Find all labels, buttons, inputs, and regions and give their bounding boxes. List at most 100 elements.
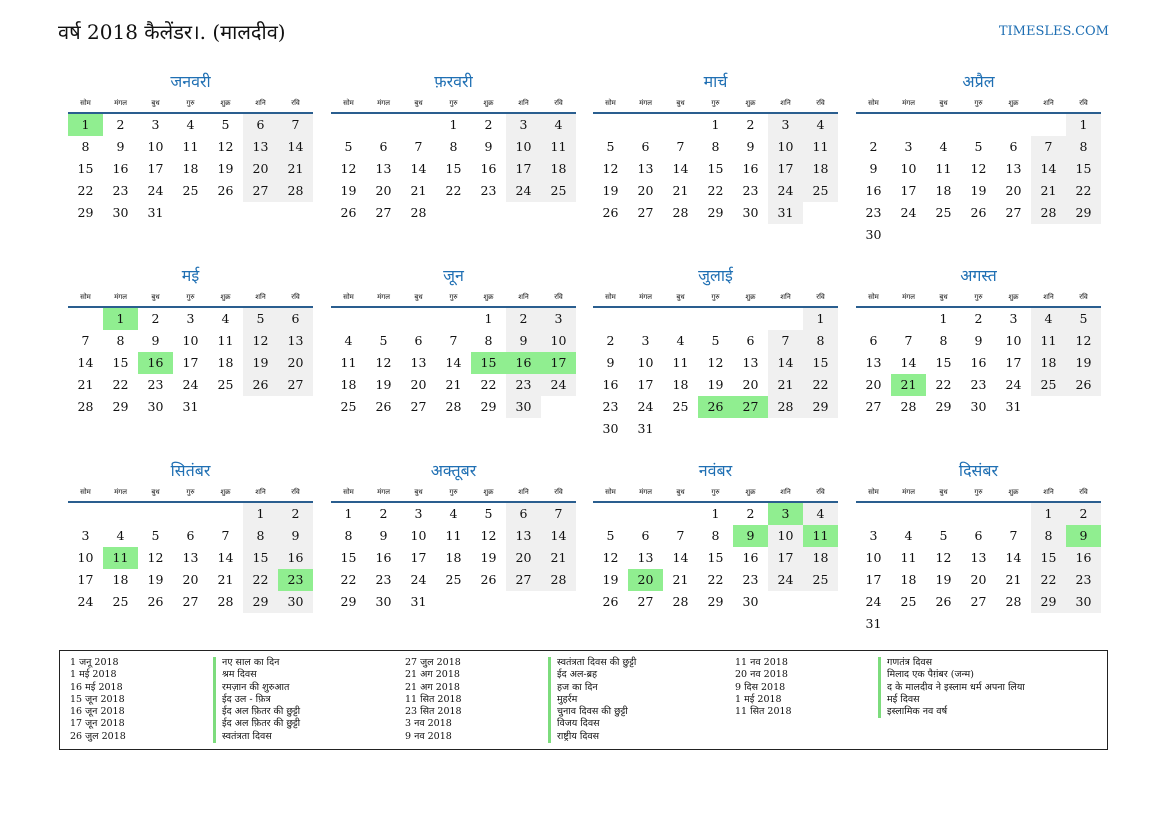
- day-cell: 25: [803, 569, 838, 591]
- day-cell: 22: [445, 183, 462, 198]
- days-grid: 1 2 3 4 5 6 7 8 9 10 11 12 13 14 15 16 17 18 19 20 21 22 23 24 2…: [856, 308, 1101, 418]
- month-name: अक्तूबर: [430, 461, 477, 480]
- day-cell: 26: [970, 205, 987, 220]
- weekday-label: बुध: [414, 293, 423, 301]
- day-cell: 31: [410, 594, 427, 609]
- day-cell: 5: [606, 528, 615, 543]
- day-cell: 3: [81, 528, 90, 543]
- weekday-label: शुक्र: [1008, 293, 1019, 301]
- day-cell: 21: [77, 377, 94, 392]
- day-cell: 16: [278, 547, 313, 569]
- empty-cell: [103, 503, 138, 525]
- day-cell: 8: [81, 139, 90, 154]
- day-cell: 12: [480, 528, 497, 543]
- weekday-label: गुरु: [449, 99, 458, 107]
- weekday-label: रवि: [1079, 488, 1088, 496]
- day-cell: 6: [278, 308, 313, 330]
- day-cell: 18: [803, 547, 838, 569]
- holiday-day-cell: 15: [471, 352, 506, 374]
- month-block: सितंबर सोम मंगल बुध गुरु शुक्र शनि रवि 1 2 3 4 5 6 7 8 9…: [68, 459, 313, 613]
- day-cell: 15: [445, 161, 462, 176]
- day-cell: 7: [676, 528, 685, 543]
- holiday-names-column: गणतंत्र दिवस मिलाद एक पैग़ंबर (जन्म) द के …: [878, 657, 1025, 719]
- holiday-name: इस्लामिक नव वर्ष: [887, 706, 948, 718]
- weekday-header: सोम मंगल बुध गुरु शुक्र शनि रवि: [856, 483, 1101, 503]
- weekday-label: सोम: [605, 488, 616, 496]
- holiday-name: स्वतंत्रता दिवस की छुट्टी: [557, 657, 637, 668]
- day-cell: 25: [803, 180, 838, 202]
- holiday-name: मुहर्रम: [557, 693, 578, 705]
- day-cell: 21: [1005, 572, 1022, 587]
- day-cell: 8: [711, 528, 720, 543]
- day-cell: 9: [151, 333, 160, 348]
- month-block: जून सोम मंगल बुध गुरु शुक्र शनि रवि 1 2 3 4 5 6 7 8 9 10 1…: [331, 264, 576, 418]
- day-cell: 9: [746, 139, 755, 154]
- empty-cell: [436, 308, 471, 330]
- day-cell: 28: [541, 569, 576, 591]
- site-link[interactable]: TIMESLES.COM: [998, 24, 1109, 39]
- day-cell: 8: [1031, 525, 1066, 547]
- month-block: जुलाई सोम मंगल बुध गुरु शुक्र शनि रवि 1 2 3 4 5 6 7 8 9 1…: [593, 264, 838, 440]
- day-cell: 8: [116, 333, 125, 348]
- day-cell: 17: [147, 161, 164, 176]
- day-cell: 27: [1005, 205, 1022, 220]
- holiday-day-cell: 11: [803, 525, 838, 547]
- day-cell: 14: [541, 525, 576, 547]
- day-cell: 11: [672, 355, 689, 370]
- day-cell: 14: [217, 550, 234, 565]
- day-cell: 24: [768, 180, 803, 202]
- holiday-name: हज का दिन: [557, 681, 598, 693]
- day-cell: 23: [742, 572, 759, 587]
- days-grid: 1 2 3 4 5 6 7 8 9 10 11 12 13 14 15 16 17 18 19 20 21 22 23 24 2…: [856, 114, 1101, 246]
- weekday-label: मंगल: [902, 293, 915, 301]
- day-cell: 10: [506, 136, 541, 158]
- holiday-day-cell: 21: [891, 374, 926, 396]
- day-cell: 2: [506, 308, 541, 330]
- day-cell: 24: [147, 183, 164, 198]
- weekday-label: रवि: [554, 99, 563, 107]
- day-cell: 15: [243, 547, 278, 569]
- weekday-label: मंगल: [114, 488, 127, 496]
- empty-cell: [891, 308, 926, 330]
- day-cell: 15: [77, 161, 94, 176]
- month-block: मार्च सोम मंगल बुध गुरु शुक्र शनि रवि 1 2 3 4 5 6 7 8 9 1…: [593, 70, 838, 224]
- day-cell: 14: [900, 355, 917, 370]
- day-cell: 11: [182, 139, 199, 154]
- day-cell: 29: [480, 399, 497, 414]
- day-cell: 14: [278, 136, 313, 158]
- holiday-day-cell: 3: [768, 503, 803, 525]
- weekday-header: सोम मंगल बुध गुरु शुक्र शनि रवि: [331, 94, 576, 114]
- day-cell: 25: [1031, 374, 1066, 396]
- day-cell: 14: [445, 355, 462, 370]
- empty-cell: [68, 503, 103, 525]
- day-cell: 14: [77, 355, 94, 370]
- month-block: नवंबर सोम मंगल बुध गुरु शुक्र शनि रवि 1 2 3 4 5 6 7 8 9 1…: [593, 459, 838, 613]
- day-cell: 2: [606, 333, 615, 348]
- day-cell: 2: [484, 117, 493, 132]
- day-cell: 1: [243, 503, 278, 525]
- day-cell: 6: [641, 139, 650, 154]
- holiday-day-cell: 20: [628, 569, 663, 591]
- day-cell: 13: [970, 550, 987, 565]
- day-cell: 22: [1066, 180, 1101, 202]
- day-cell: 28: [900, 399, 917, 414]
- days-grid: 1 2 3 4 5 6 7 8 9 10 11 12 13 14 15 16 17 18 19 20 21 22 23 24 2…: [593, 114, 838, 224]
- holiday-name: विजय दिवस: [557, 718, 600, 730]
- weekday-label: बुध: [414, 99, 423, 107]
- weekday-label: मंगल: [377, 293, 390, 301]
- empty-cell: [173, 503, 208, 525]
- holiday-date: 16 जून 2018: [70, 706, 125, 718]
- day-cell: 27: [506, 569, 541, 591]
- day-cell: 17: [506, 158, 541, 180]
- weekday-label: शुक्र: [483, 488, 494, 496]
- day-cell: 25: [217, 377, 234, 392]
- holiday-date: 1 जनू 2018: [70, 657, 119, 668]
- day-cell: 21: [217, 572, 234, 587]
- day-cell: 13: [410, 355, 427, 370]
- day-cell: 12: [217, 139, 234, 154]
- day-cell: 9: [379, 528, 388, 543]
- day-cell: 6: [186, 528, 195, 543]
- weekday-label: बुध: [151, 293, 160, 301]
- weekday-label: रवि: [816, 293, 825, 301]
- holiday-day-cell: 1: [68, 114, 103, 136]
